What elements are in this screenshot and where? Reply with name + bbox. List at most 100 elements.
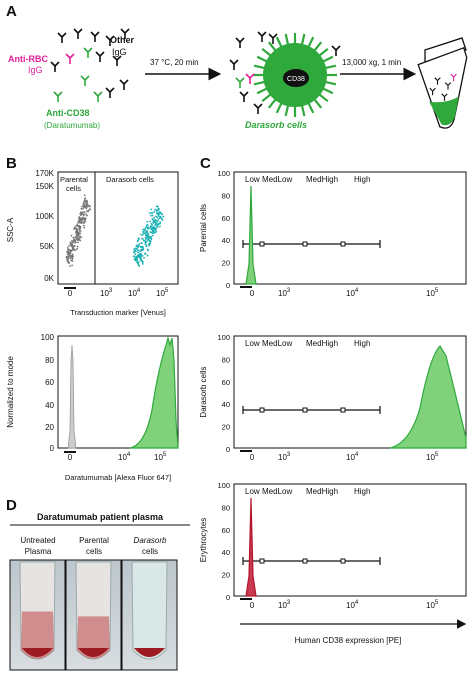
c-ytick: 60 (222, 214, 230, 223)
c-ytick: 0 (226, 281, 230, 290)
c-ytick: 80 (222, 191, 230, 200)
gate-label-low: Low (245, 487, 260, 496)
c-ytick: 100 (217, 169, 230, 178)
gate-label-high: High (354, 487, 370, 496)
c-ytick: 80 (222, 503, 230, 512)
ytick-0k: 0K (44, 274, 54, 283)
ytick-80: 80 (45, 356, 54, 365)
c-ytick: 80 (222, 355, 230, 364)
xtick-e4: 104 (128, 288, 141, 298)
c-xtick-e5: 105 (426, 600, 439, 610)
ylabel: SSC-A (6, 217, 15, 242)
c-row-label: Erythrocytes (199, 518, 208, 562)
c-ytick: 40 (222, 400, 230, 409)
c-ytick: 40 (222, 548, 230, 557)
xtick-0: 0 (68, 289, 73, 298)
gate-label-high: High (354, 339, 370, 348)
c-ytick: 60 (222, 526, 230, 535)
gate-label-medhigh: MedHigh (306, 175, 338, 184)
panel-d-title: Daratumumab patient plasma (37, 512, 164, 522)
panel-label-d: D (6, 497, 17, 514)
tube-label-line2: cells (86, 547, 102, 556)
cd38-label: CD38 (287, 76, 305, 83)
c-xlabel: Human CD38 expression [PE] (295, 636, 402, 645)
ytick-150k: 150K (35, 182, 54, 191)
ytick-170k: 170K (35, 169, 54, 178)
c-ytick: 20 (222, 259, 230, 268)
tube-label-line1: Darasorb (134, 536, 167, 545)
xtick-e3: 103 (100, 288, 113, 298)
anti-rbc-label: Anti-RBC (8, 54, 48, 64)
c-xtick-e5: 105 (426, 288, 439, 298)
ytick-50k: 50K (40, 242, 55, 251)
step1-label: 37 °C, 20 min (150, 58, 199, 67)
gate-label-medlow: MedLow (262, 175, 292, 184)
step2-label: 13,000 xg, 1 min (342, 58, 401, 67)
ytick-100k: 100K (35, 212, 54, 221)
scatter-plot: 170K 150K 100K 50K 0K SSC-A Parental cel… (6, 169, 179, 317)
c-xtick-0: 0 (250, 601, 255, 610)
centrifuge-tube (417, 37, 468, 129)
c-ytick: 40 (222, 236, 230, 245)
anti-rbc-igg-label: IgG (28, 65, 43, 75)
ylabel-b2: Normalized to mode (6, 356, 15, 428)
tube-label-line1: Untreated (20, 536, 55, 545)
gate-label-high: High (354, 175, 370, 184)
c-ytick: 60 (222, 378, 230, 387)
gate-label-low: Low (245, 175, 260, 184)
panel-c-plots: Low MedLow MedHigh High100806040200Parental… (199, 169, 467, 610)
c-xtick-e4: 104 (346, 600, 359, 610)
xtick-e5: 105 (156, 288, 169, 298)
c-xtick-e5: 105 (426, 452, 439, 462)
ytick-0: 0 (50, 444, 55, 453)
tube-label-line1: Parental (79, 536, 109, 545)
ytick-100: 100 (41, 333, 55, 342)
c-row-label: Darasorb cells (199, 366, 208, 417)
xtick-e4-b2: 104 (118, 452, 131, 462)
c-ytick: 0 (226, 445, 230, 454)
gate-label-medlow: MedLow (262, 487, 292, 496)
xlabel: Transduction marker [Venus] (70, 308, 166, 317)
ytick-20: 20 (45, 423, 54, 432)
tube-label-line2: Plasma (25, 547, 52, 556)
c-xtick-e4: 104 (346, 288, 359, 298)
darasorb-cells-label: Darasorb cells (245, 120, 307, 130)
panel-label-c: C (200, 155, 211, 172)
panel-label-b: B (6, 155, 17, 172)
other-label: Other (110, 35, 135, 45)
xtick-e5-b2: 105 (154, 452, 167, 462)
c-ytick: 20 (222, 423, 230, 432)
c-xtick-e3: 103 (278, 288, 291, 298)
gate-label-medhigh: MedHigh (306, 487, 338, 496)
c-ytick: 100 (217, 481, 230, 490)
gate-left-line1: Parental (60, 175, 88, 184)
c-row-label: Parental cells (199, 204, 208, 252)
c-ytick: 20 (222, 571, 230, 580)
c-ytick: 100 (217, 333, 230, 342)
tube-label-line2: cells (142, 547, 158, 556)
gate-right-label: Darasorb cells (106, 175, 154, 184)
gate-label-medlow: MedLow (262, 339, 292, 348)
daratumumab-label: (Daratumumab) (44, 121, 100, 130)
ytick-40: 40 (45, 401, 54, 410)
c-xtick-0: 0 (250, 289, 255, 298)
xtick-0-b2: 0 (68, 453, 73, 462)
gate-label-low: Low (245, 339, 260, 348)
darasorb-cell: CD38 (253, 33, 337, 117)
gate-label-medhigh: MedHigh (306, 339, 338, 348)
tube-photos: Untreated Plasma Parental cells Darasorb cell… (9, 536, 178, 671)
other-igg-label: IgG (112, 47, 127, 57)
c-xaxis: Human CD38 expression [PE] (240, 619, 467, 645)
panel-label-a: A (6, 3, 17, 20)
c-xtick-e4: 104 (346, 452, 359, 462)
xlabel-b2: Daratumumab [Alexa Fluor 647] (65, 473, 171, 482)
ytick-60: 60 (45, 378, 54, 387)
c-ytick: 0 (226, 593, 230, 602)
c-xtick-0: 0 (250, 453, 255, 462)
gate-left-line2: cells (66, 184, 81, 193)
c-xtick-e3: 103 (278, 452, 291, 462)
anti-cd38-label: Anti-CD38 (46, 108, 90, 118)
histogram-b: 100 80 60 40 20 0 Normalized to mode 0 1… (6, 333, 179, 482)
c-xtick-e3: 103 (278, 600, 291, 610)
